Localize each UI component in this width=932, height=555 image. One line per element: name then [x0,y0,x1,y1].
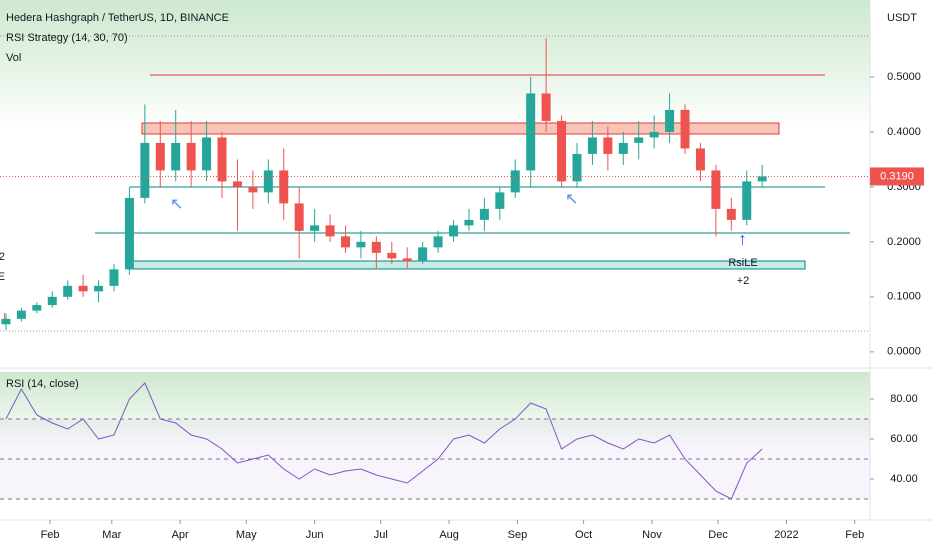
candle-body [124,197,134,270]
candle-body [63,285,73,297]
candle-body [171,142,181,171]
x-tick-label: Aug [439,529,459,541]
candle-body [587,137,597,154]
candle-body [387,252,397,259]
indicator-label: RSI Strategy (14, 30, 70) [6,32,128,44]
level-band [0,419,870,499]
x-tick-label: Jun [306,529,324,541]
chart-title: Hedera Hashgraph / TetherUS, 1D, BINANCE [6,12,229,24]
y-tick-label: 0.1000 [887,291,921,303]
indicator-label: Vol [6,52,21,64]
candle-body [294,203,304,231]
x-tick-label: 2022 [774,529,798,541]
candle-body [402,258,412,262]
drawn-zone [127,260,806,270]
y-tick-label: 0.0000 [887,346,921,358]
x-tick-label: Apr [172,529,189,541]
arrow: ↖ [170,196,183,213]
candle-body [47,296,57,306]
x-tick-label: Feb [41,529,60,541]
candle-body [449,225,459,237]
candle-body [232,181,242,187]
arrow: ↖ [565,191,578,208]
candle-body [94,285,104,292]
candle-body [1,318,11,325]
candle-body [711,170,721,209]
candle-body [279,170,289,204]
x-tick-label: Nov [642,529,662,541]
candle-body [634,137,644,143]
rsi-line [5,382,763,500]
candle-body [140,142,150,198]
candle-body [217,137,227,182]
signal-label: +2 [737,275,750,287]
candle-body [155,142,165,171]
candle-body [371,241,381,253]
rsi-title: RSI (14, close) [6,378,79,390]
x-tick-label: Jul [374,529,388,541]
candle-body [572,153,582,182]
signal-arrow: ↓ [0,307,9,327]
y-tick-label: 0.4000 [887,126,921,138]
candle-body [510,170,520,193]
y-tick-label: 0.5000 [887,71,921,83]
last-price-label: 0.3190 [880,170,914,182]
candle-body [479,208,489,220]
candle-body [603,137,613,154]
candle-body [109,269,119,286]
candle-body [665,109,675,132]
candle-body [433,236,443,248]
candle-body [618,142,628,154]
candle-body [695,148,705,171]
x-tick-label: Feb [845,529,864,541]
candle-body [32,305,42,311]
signal-label: -2 [0,251,5,263]
candle-body [757,176,767,182]
candle-body [78,285,88,292]
candle-body [356,241,366,248]
x-tick-label: May [236,529,257,541]
x-tick-label: Sep [508,529,528,541]
x-tick-label: Dec [708,529,728,541]
y-tick-label: 40.00 [890,473,918,485]
candle-body [464,219,474,226]
y-tick-label: 60.00 [890,433,918,445]
candle-body [541,93,551,121]
signal-label: RsiLE [728,257,757,269]
candle-body [16,310,26,319]
signal-label: RsiSE [0,271,5,283]
y-tick-label: 80.00 [890,393,918,405]
signal-arrow: ↑ [738,229,747,249]
candle-body [263,170,273,193]
candle-body [186,142,196,171]
candle-body [202,137,212,171]
candle-body [325,225,335,237]
candle-body [418,247,428,262]
x-tick-label: Oct [575,529,592,541]
candle-body [495,192,505,209]
candle-body [310,225,320,231]
candle-body [742,181,752,220]
drawn-zone [141,122,780,135]
y-tick-label: 0.2000 [887,236,921,248]
candle-body [248,186,258,193]
price-pane [0,0,870,365]
candle-body [340,236,350,248]
candle-body [726,208,736,220]
axis-unit: USDT [887,12,917,24]
candle-body [557,120,567,182]
candle-body [680,109,690,149]
candle-body [526,93,536,171]
last-price-box [870,167,924,186]
candle-body [649,131,659,138]
x-tick-label: Mar [102,529,121,541]
